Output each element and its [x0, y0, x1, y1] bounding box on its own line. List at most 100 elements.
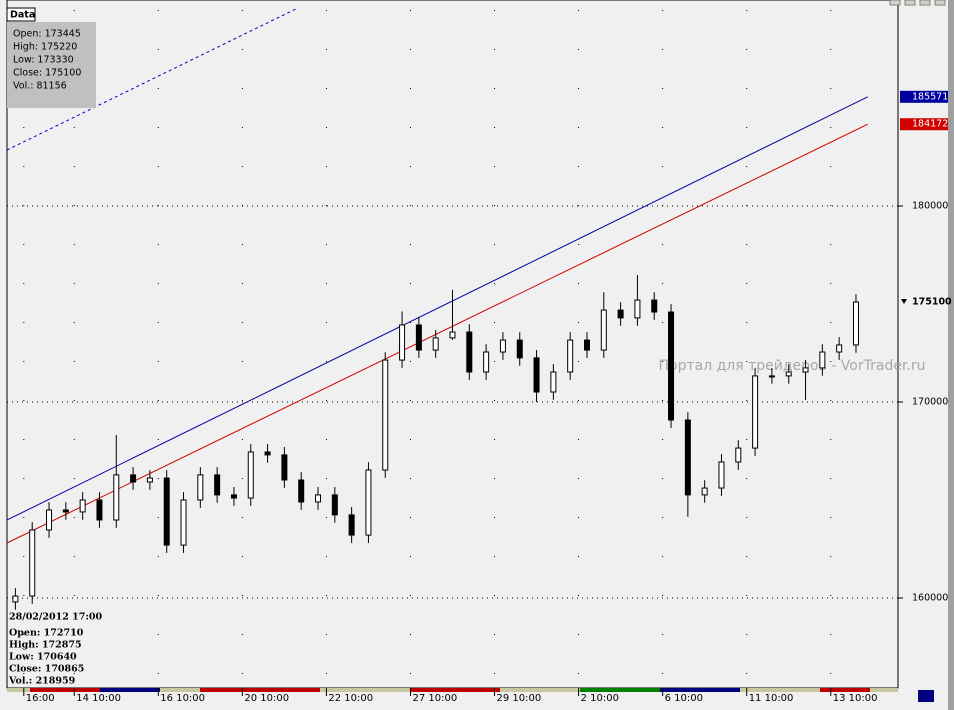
window-button[interactable]	[934, 0, 946, 6]
candle-body	[819, 351, 826, 369]
x-tick-label: 20 10:00	[244, 693, 289, 704]
candle-body	[230, 494, 237, 499]
candle-body	[583, 339, 590, 351]
price-box-label: 185571	[912, 91, 948, 102]
candle-body	[298, 479, 305, 503]
candle-body	[264, 451, 271, 456]
strip	[820, 688, 870, 692]
x-tick-label: 27 10:00	[412, 693, 457, 704]
candle-body	[415, 324, 422, 351]
info-line: High: 175220	[13, 42, 77, 53]
candle-body	[96, 499, 103, 521]
candle-body	[29, 529, 36, 597]
candle-body	[802, 367, 809, 373]
info-line: Low: 173330	[13, 55, 74, 66]
info-tab	[6, 7, 36, 22]
price-box	[900, 90, 948, 103]
x-tick-label: 13 10:00	[833, 693, 878, 704]
x-tick-label: 2 10:00	[581, 693, 619, 704]
candle-body	[432, 337, 439, 351]
candle-body	[180, 499, 187, 546]
candle-body	[516, 339, 523, 359]
candle-body	[499, 339, 506, 353]
info-line: Close: 170865	[9, 664, 84, 675]
price-marker	[901, 299, 907, 305]
candle-body	[617, 309, 624, 319]
watermark: Портал для трейдеров - VorTrader.ru	[658, 358, 925, 374]
x-tick-label: 29 10:00	[497, 693, 542, 704]
candle-body	[365, 469, 372, 536]
candle-body	[46, 509, 53, 531]
candle-body	[449, 331, 456, 339]
candle-body	[331, 494, 338, 516]
candle-body	[785, 371, 792, 377]
window-frame	[948, 0, 954, 710]
x-tick-label: 16 10:00	[160, 693, 205, 704]
window-button[interactable]	[904, 0, 916, 6]
candle-body	[130, 474, 137, 483]
y-tick-label: 160000	[912, 592, 948, 603]
x-tick-label: 16:00	[26, 693, 55, 704]
candle-body	[399, 324, 406, 361]
info-line: Open: 173445	[13, 29, 81, 40]
window-button[interactable]	[889, 0, 901, 6]
candle-body	[634, 299, 641, 319]
y-tick-label: 170000	[912, 396, 948, 407]
candle-body	[533, 357, 540, 393]
x-tick-label: 6 10:00	[665, 693, 703, 704]
candle-body	[668, 311, 675, 421]
info-line: Vol.: 81156	[13, 81, 67, 92]
trend-line	[6, 123, 868, 544]
candle-body	[281, 454, 288, 481]
candle-body	[852, 301, 859, 346]
candle-body	[12, 595, 19, 603]
candle-body	[466, 331, 473, 373]
candle-body	[483, 351, 490, 373]
candle-body	[382, 359, 389, 471]
candle-body	[701, 487, 708, 496]
candle-body	[113, 474, 120, 521]
x-tick-label: 11 10:00	[749, 693, 794, 704]
strip	[30, 688, 160, 692]
strip	[100, 688, 160, 692]
candle-body	[836, 344, 843, 353]
candle-body	[752, 375, 759, 449]
candle-body	[247, 451, 254, 499]
strip	[410, 688, 500, 692]
y-tick-label: 180000	[912, 200, 948, 211]
candle-body	[600, 309, 607, 351]
scroll-button[interactable]	[918, 690, 934, 702]
candle-body	[79, 499, 86, 513]
info-lines: Open: 173445 High: 175220 Low: 173330 Close…	[13, 29, 81, 92]
candle-body	[197, 474, 204, 501]
candle-body	[550, 371, 557, 393]
price-marker-label: 175100	[912, 297, 952, 308]
candle-body	[567, 339, 574, 373]
candle-body	[768, 375, 775, 378]
price-box	[900, 118, 948, 131]
info-line: High: 172875	[9, 640, 82, 651]
candle-body	[146, 477, 153, 483]
trend-line	[6, 96, 868, 521]
candle-body	[651, 299, 658, 313]
window-button[interactable]	[919, 0, 931, 6]
time-strip	[7, 688, 898, 692]
candle-body	[62, 509, 69, 513]
candle-body	[718, 461, 725, 489]
candle-body	[315, 494, 322, 503]
info-line: Open: 172710	[9, 628, 84, 639]
info-bottom-title: 28/02/2012 17:00	[9, 612, 102, 623]
candle-body	[214, 474, 221, 496]
candle-body	[348, 514, 355, 536]
candle-body	[735, 447, 742, 463]
info-line: Low: 170640	[9, 652, 77, 663]
candle-body	[684, 419, 691, 496]
info-line: Close: 175100	[13, 68, 81, 79]
info-box	[7, 22, 96, 108]
info-line: Vol.: 218959	[8, 676, 76, 687]
price-box-label: 184172	[912, 119, 948, 130]
info-title: Data	[10, 10, 35, 21]
strip	[200, 688, 320, 692]
strip	[660, 688, 740, 692]
